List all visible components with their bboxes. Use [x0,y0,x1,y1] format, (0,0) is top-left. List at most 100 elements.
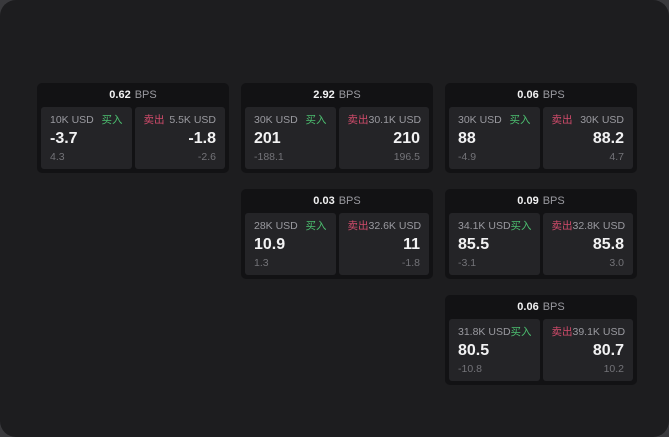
card-body: 30K USD 买入 201 -188.1 卖出 30.1K USD 210 1… [241,107,433,173]
sell-quote-tile[interactable]: 卖出 30.1K USD 210 196.5 [338,107,429,169]
sell-delta: 10.2 [603,363,624,375]
sell-side-label: 卖出 [551,114,573,126]
sell-tile-header: 卖出 32.8K USD [551,220,626,232]
sell-tile-header: 卖出 32.6K USD [347,220,422,232]
bps-value: 0.03 [313,195,335,207]
buy-delta: -10.8 [458,363,482,375]
buy-tile-header: 28K USD 买入 [254,220,327,232]
buy-delta: 1.3 [254,257,269,269]
sell-tile-header: 卖出 39.1K USD [551,326,626,338]
card-body: 30K USD 买入 88 -4.9 卖出 30K USD 88.2 4.7 [445,107,637,173]
buy-notional-amount: 34.1K USD [458,220,511,232]
sell-notional-amount: 30K USD [580,114,624,126]
card-header: 0.09 BPS [445,189,637,213]
sell-notional-amount: 5.5K USD [169,114,216,126]
sell-tile-header: 卖出 30.1K USD [347,114,422,126]
buy-quote-tile[interactable]: 10K USD 买入 -3.7 4.3 [41,107,132,169]
buy-side-label: 买入 [101,114,123,126]
buy-side-label: 买入 [305,220,327,232]
bps-value: 2.92 [313,89,335,101]
sell-side-label: 卖出 [347,220,369,232]
sell-side-label: 卖出 [551,220,573,232]
buy-side-label: 买入 [510,326,532,338]
sell-quote-tile[interactable]: 卖出 5.5K USD -1.8 -2.6 [134,107,225,169]
sell-price: -1.8 [188,129,216,147]
sell-price: 88.2 [592,129,624,147]
bps-unit: BPS [542,195,565,207]
buy-quote-tile[interactable]: 34.1K USD 买入 85.5 -3.1 [449,213,540,275]
buy-price: 88 [458,129,476,147]
sell-price: 80.7 [592,341,624,359]
card-header: 0.06 BPS [445,83,637,107]
bps-unit: BPS [542,89,565,101]
card-header: 2.92 BPS [241,83,433,107]
buy-tile-header: 10K USD 买入 [50,114,123,126]
sell-notional-amount: 32.8K USD [572,220,626,232]
buy-side-label: 买入 [509,114,531,126]
buy-quote-tile[interactable]: 30K USD 买入 201 -188.1 [245,107,336,169]
quote-card: 0.62 BPS 10K USD 买入 -3.7 4.3 卖出 5.5K USD… [37,83,229,173]
sell-delta: -2.6 [197,151,216,163]
buy-tile-header: 30K USD 买入 [254,114,327,126]
quote-card: 0.06 BPS 30K USD 买入 88 -4.9 卖出 30K USD 8… [445,83,637,173]
sell-price: 11 [403,235,420,253]
card-body: 31.8K USD 买入 80.5 -10.8 卖出 39.1K USD 80.… [445,319,637,385]
sell-delta: 196.5 [393,151,420,163]
bps-value: 0.62 [109,89,131,101]
sell-side-label: 卖出 [347,114,369,126]
bps-unit: BPS [338,195,361,207]
bps-unit: BPS [542,301,565,313]
card-header: 0.06 BPS [445,295,637,319]
cards-grid: 0.62 BPS 10K USD 买入 -3.7 4.3 卖出 5.5K USD… [37,83,637,385]
quote-card: 0.09 BPS 34.1K USD 买入 85.5 -3.1 卖出 32.8K… [445,189,637,279]
sell-delta: 3.0 [609,257,624,269]
buy-delta: 4.3 [50,151,65,163]
card-body: 28K USD 买入 10.9 1.3 卖出 32.6K USD 11 -1.8 [241,213,433,279]
buy-side-label: 买入 [510,220,532,232]
buy-quote-tile[interactable]: 28K USD 买入 10.9 1.3 [245,213,336,275]
bps-unit: BPS [338,89,361,101]
sell-notional-amount: 30.1K USD [368,114,422,126]
sell-notional-amount: 39.1K USD [572,326,626,338]
buy-price: 10.9 [254,235,286,253]
buy-notional-amount: 30K USD [458,114,502,126]
bps-value: 0.06 [517,301,539,313]
buy-quote-tile[interactable]: 31.8K USD 买入 80.5 -10.8 [449,319,540,381]
buy-quote-tile[interactable]: 30K USD 买入 88 -4.9 [449,107,540,169]
card-header: 0.03 BPS [241,189,433,213]
bps-unit: BPS [134,89,157,101]
sell-side-label: 卖出 [551,326,573,338]
sell-quote-tile[interactable]: 卖出 32.6K USD 11 -1.8 [338,213,429,275]
sell-notional-amount: 32.6K USD [368,220,422,232]
buy-notional-amount: 31.8K USD [458,326,511,338]
buy-tile-header: 31.8K USD 买入 [458,326,532,338]
sell-tile-header: 卖出 30K USD [552,114,625,126]
quote-card: 2.92 BPS 30K USD 买入 201 -188.1 卖出 30.1K … [241,83,433,173]
sell-delta: -1.8 [401,257,420,269]
bps-value: 0.09 [517,195,539,207]
buy-price: 80.5 [458,341,490,359]
quote-card: 0.06 BPS 31.8K USD 买入 80.5 -10.8 卖出 39.1… [445,295,637,385]
sell-quote-tile[interactable]: 卖出 30K USD 88.2 4.7 [542,107,633,169]
buy-notional-amount: 10K USD [50,114,94,126]
buy-tile-header: 34.1K USD 买入 [458,220,532,232]
bps-value: 0.06 [517,89,539,101]
sell-quote-tile[interactable]: 卖出 39.1K USD 80.7 10.2 [542,319,633,381]
buy-side-label: 买入 [305,114,327,126]
buy-price: 85.5 [458,235,490,253]
sell-delta: 4.7 [609,151,624,163]
sell-price: 85.8 [592,235,624,253]
sell-quote-tile[interactable]: 卖出 32.8K USD 85.8 3.0 [542,213,633,275]
card-body: 34.1K USD 买入 85.5 -3.1 卖出 32.8K USD 85.8… [445,213,637,279]
buy-notional-amount: 30K USD [254,114,298,126]
sell-side-label: 卖出 [143,114,165,126]
buy-notional-amount: 28K USD [254,220,298,232]
buy-tile-header: 30K USD 买入 [458,114,531,126]
buy-price: 201 [254,129,281,147]
sell-price: 210 [393,129,420,147]
card-body: 10K USD 买入 -3.7 4.3 卖出 5.5K USD -1.8 -2.… [37,107,229,173]
sell-tile-header: 卖出 5.5K USD [144,114,217,126]
quote-card: 0.03 BPS 28K USD 买入 10.9 1.3 卖出 32.6K US… [241,189,433,279]
buy-price: -3.7 [50,129,78,147]
